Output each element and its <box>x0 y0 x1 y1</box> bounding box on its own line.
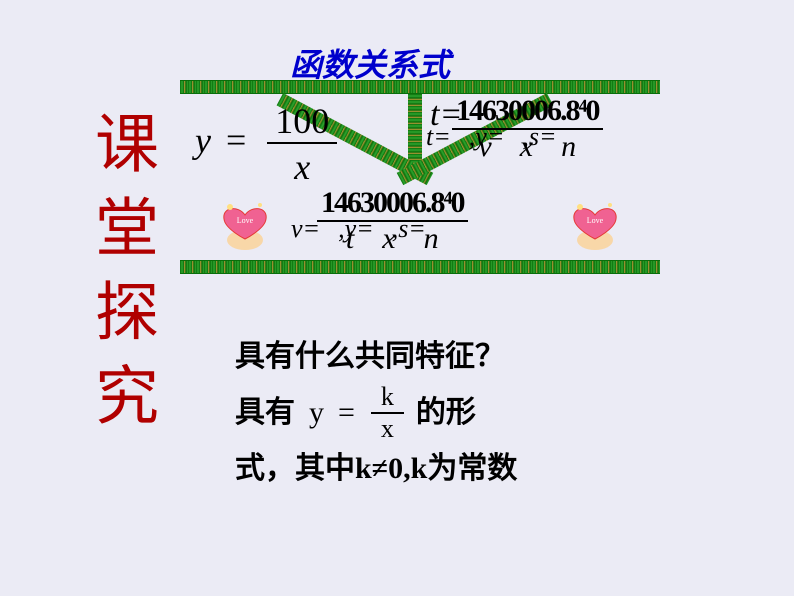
ot-l0: t= <box>426 122 451 152</box>
formula-overlap-bottom: 14630006.8⁴0 t x n v= ,y= ,s= <box>295 188 595 268</box>
formula-lhs: y <box>195 120 211 160</box>
q-frac: k x <box>371 384 404 442</box>
ot-l2: ,s= <box>522 122 556 152</box>
heart-decor-left: Love <box>210 195 280 255</box>
ob-leads: v= ,y= ,s= <box>291 214 426 244</box>
ot-leads: t= ,y= ,s= <box>426 122 557 152</box>
q-l2b: 的形 <box>416 386 476 440</box>
formula-fraction: 100 x <box>267 100 337 188</box>
formula-num: 100 <box>267 100 337 144</box>
q-x: x <box>381 414 394 442</box>
ob-l1: ,y= <box>338 214 374 244</box>
q-l2y: y <box>309 386 324 440</box>
svg-text:Love: Love <box>587 216 604 225</box>
q-l2a: 具有 <box>235 386 295 440</box>
ob-l2: ,s= <box>392 214 426 244</box>
ob-l0: v= <box>291 214 320 244</box>
svg-text:Love: Love <box>237 216 254 225</box>
ot-d2: n <box>561 132 576 162</box>
heart-decor-right: Love <box>560 195 630 255</box>
question-block: 具有什么共同特征？ 具有 y = k x 的形 式，其中k≠0,k为常数 <box>235 330 665 496</box>
formula-overlap-top: t= 14630006.8⁴0 v x n t= ,y= ,s= <box>430 96 730 176</box>
ot-l1: ,y= <box>469 122 505 152</box>
q-line3: 式，其中k≠0,k为常数 <box>235 442 665 496</box>
decor-y-stem <box>408 94 422 164</box>
decor-bar-top <box>180 80 660 94</box>
q-k: k <box>371 384 404 414</box>
formula-eq: = <box>226 120 246 160</box>
formula-den: x <box>267 144 337 188</box>
q-line1: 具有什么共同特征？ <box>235 330 665 384</box>
vertical-title: 课堂探究 <box>75 110 167 446</box>
formula-main: y = 100 x <box>195 100 337 188</box>
q-line2: 具有 y = k x 的形 <box>235 384 665 442</box>
q-l2eq: = <box>338 386 355 440</box>
